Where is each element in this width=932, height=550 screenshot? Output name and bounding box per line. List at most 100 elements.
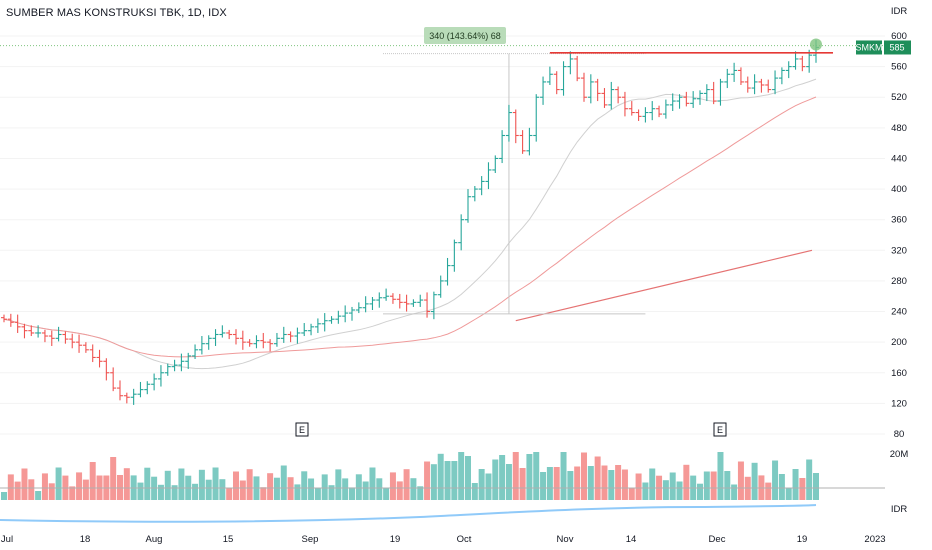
price-tick-label: 480 [891, 123, 907, 134]
volume-bar [560, 452, 567, 500]
ohlc-bar [697, 90, 703, 105]
price-tick-label: 240 [891, 307, 907, 318]
ohlc-bar [560, 61, 567, 96]
time-axis[interactable]: Jul 18 Aug 15 Sep 19 Oct Nov 14 Dec 19 2023 [1, 534, 886, 545]
ohlc-bar [451, 239, 458, 272]
volume-bar [799, 478, 806, 500]
ohlc-bar [273, 332, 280, 347]
volume-bar [553, 467, 560, 500]
price-tick-label: 280 [891, 276, 907, 287]
ohlc-bar [192, 344, 199, 359]
ohlc-bar [294, 327, 301, 344]
ohlc-bar [253, 335, 260, 349]
ohlc-bar [621, 91, 628, 117]
volume-bar [14, 481, 21, 500]
ohlc-bar [287, 331, 294, 343]
measure-tool[interactable]: 340 (143.64%) 68 [0, 27, 885, 315]
volume-bar [410, 478, 417, 500]
ohlc-bar [198, 336, 205, 355]
volume-bar [226, 488, 233, 500]
ohlc-bar [69, 333, 76, 349]
ohlc-bar [396, 293, 403, 309]
volume-bar [76, 472, 83, 500]
ohlc-bar [321, 313, 328, 332]
ohlc-bar [410, 299, 417, 307]
ohlc-bar [164, 363, 171, 376]
ohlc-bar [137, 381, 144, 398]
ohlc-bar [424, 292, 431, 318]
volume-bar [403, 469, 410, 500]
volume-bar [233, 471, 239, 500]
volume-bar [519, 468, 526, 500]
ohlc-bar [731, 62, 738, 82]
volume-bar [437, 453, 444, 500]
measure-label: 340 (143.64%) 68 [429, 31, 501, 41]
grid-layer [0, 35, 885, 435]
volume-bar [765, 482, 772, 500]
volume-bar [35, 491, 42, 500]
volume-bar [178, 468, 185, 500]
volume-bar [123, 468, 130, 500]
time-tick-label: Aug [146, 534, 163, 545]
ohlc-bar [171, 359, 178, 372]
volume-bar [171, 485, 178, 500]
volume-bar [294, 484, 301, 500]
volume-bar [649, 468, 656, 500]
volume-bar [635, 473, 642, 500]
ohlc-bar [512, 109, 519, 144]
volume-bar [806, 459, 813, 500]
ohlc-bar [1, 314, 7, 323]
volume-bar [239, 480, 246, 500]
price-tick-label: 440 [891, 153, 907, 164]
ohlc-bar [540, 76, 547, 105]
ohlc-bar [82, 342, 89, 353]
ohlc-bar [458, 214, 465, 251]
ohlc-bar [587, 74, 594, 104]
ohlc-bar [21, 323, 28, 339]
ohlc-bar [471, 186, 478, 202]
price-axis[interactable]: IDR 600 560 520 480 440 400 360 320 280 240 200 160 1… [891, 6, 908, 440]
volume-bar [164, 470, 171, 500]
ohlc-bar [430, 291, 437, 320]
ohlc-bar [717, 78, 724, 106]
ohlc-bar [117, 380, 123, 401]
volume-bar [157, 484, 164, 500]
volume-bar [205, 479, 212, 500]
ohlc-bar [246, 339, 253, 347]
volume-bar [512, 452, 519, 500]
volume-bar [430, 464, 437, 500]
ohlc-bar [444, 257, 451, 286]
symbol-tag-bg [856, 40, 882, 55]
resistance-line[interactable] [549, 38, 833, 54]
chart-title: SUMBER MAS KONSTRUKSI TBK, 1D, IDX [6, 7, 227, 19]
price-tick-label: 80 [894, 429, 905, 440]
ohlc-bar [185, 352, 192, 369]
ohlc-bar [465, 189, 471, 223]
ohlc-bar [28, 325, 35, 337]
volume-bar [772, 460, 779, 500]
ohlc-bar [233, 329, 239, 345]
ohlc-bar [710, 81, 717, 105]
ohlc-bar [546, 66, 553, 85]
earnings-label: E [717, 425, 723, 435]
ohlc-bar [314, 318, 321, 333]
ohlc-bar [130, 388, 137, 405]
time-tick-label: Oct [457, 534, 472, 545]
ohlc-bar [157, 365, 164, 387]
volume-bar [219, 479, 226, 500]
volume-bar [621, 469, 628, 500]
time-tick-label: Nov [557, 534, 574, 545]
volume-bar [308, 478, 315, 500]
ohlc-bar [355, 302, 362, 314]
ohlc-bar [362, 296, 369, 313]
price-bars [1, 39, 819, 405]
ohlc-bar [758, 78, 765, 93]
volume-bar [212, 467, 219, 500]
ohlc-bar [219, 325, 226, 338]
volume-bar [662, 480, 669, 500]
price-tag-bg [884, 40, 911, 55]
volume-bar [89, 462, 96, 500]
ohlc-bar [389, 293, 396, 304]
volume-top-label: 20M [890, 449, 909, 460]
